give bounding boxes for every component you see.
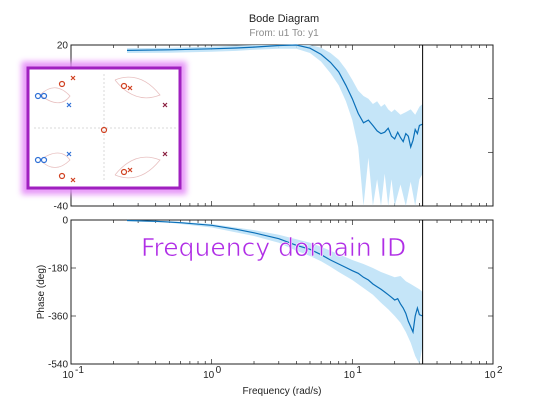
x-tick-exponent: 0 [216,365,222,376]
x-tick-labels: 10 -1 10 0 10 1 10 2 [62,365,503,381]
pole-marker [162,151,168,157]
phase-y-tick-label: -540 [48,360,68,371]
phase-y-tick-label: 0 [62,216,68,227]
phase-panel: 0 -180 -360 -540 [48,216,494,371]
pole-marker [66,102,72,108]
zero-marker [34,156,42,164]
x-tick-label: 10 [484,370,496,381]
phase-y-tick-labels: 0 -180 -360 -540 [48,216,68,371]
phase-series [126,219,424,364]
pole-marker [70,177,76,183]
phase-y-tick-label: -360 [48,312,68,323]
overlay-caption: Frequency domain ID [141,233,406,262]
chart-subtitle: From: u1 To: y1 [249,28,319,39]
zero-marker [58,172,66,180]
x-tick-label: 10 [344,370,356,381]
pole-zero-map-icon [34,74,176,183]
x-tick-exponent: -1 [75,365,84,376]
x-tick-exponent: 2 [497,365,503,376]
x-tick-label: 10 [62,370,74,381]
x-tick-label: 10 [203,370,215,381]
pole-zero-inset [21,61,187,195]
zero-marker [100,126,108,134]
zero-marker [34,92,42,100]
pole-marker [162,102,168,108]
inset-contour [39,76,161,179]
pole-markers [66,75,168,183]
magnitude-y-tick-label: -40 [54,202,69,213]
zero-marker [120,82,128,90]
chart-title: Bode Diagram [249,13,319,25]
magnitude-band-area [127,45,423,206]
zero-marker [58,80,66,88]
phase-ticks [70,219,493,365]
pole-marker [127,85,133,91]
phase-y-tick-label: -180 [48,264,68,275]
pole-marker [70,75,76,81]
pole-marker [66,151,72,157]
x-tick-exponent: 1 [356,365,362,376]
zero-markers [34,80,128,180]
x-axis-label: Frequency (rad/s) [243,386,322,397]
magnitude-line [126,44,423,150]
zero-marker [40,92,48,100]
phase-y-axis-label: Phase (deg) [36,265,47,319]
magnitude-y-tick-label: 20 [57,41,69,52]
zero-marker [120,168,128,176]
pole-marker [127,167,133,173]
magnitude-ticks [70,44,493,207]
phase-line [126,219,423,335]
inset-glow [21,61,187,195]
zero-marker [40,156,48,164]
magnitude-confidence-band [127,45,423,206]
magnitude-series [126,44,424,206]
